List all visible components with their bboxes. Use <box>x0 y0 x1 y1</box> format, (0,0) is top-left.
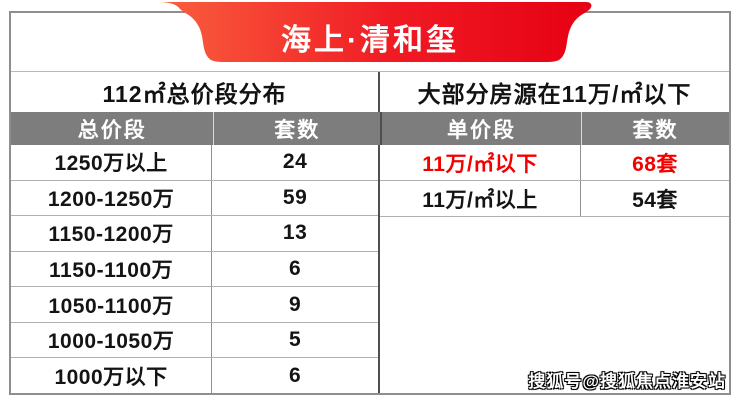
total-price-table: 1250万以上 24 1200-1250万 59 1150-1200万 13 1… <box>11 145 381 394</box>
price-range: 1150-1200万 <box>11 216 213 251</box>
ribbon-banner: 海上·清和玺 <box>0 0 740 66</box>
empty-area: 搜狐号@搜狐焦点淮安站 <box>380 217 729 393</box>
unit-count: 6 <box>288 257 302 281</box>
table-row: 1250万以上 24 <box>11 145 379 181</box>
page-title: 海上·清和玺 <box>281 24 459 57</box>
price-range: 1050-1100万 <box>11 287 213 322</box>
section-title-row: 112㎡总价段分布 大部分房源在11万/㎡以下 <box>11 72 729 112</box>
price-range: 1250万以上 <box>11 145 213 180</box>
table-row: 1000-1050万 5 <box>11 322 379 359</box>
price-range: 1200-1250万 <box>11 180 213 216</box>
price-range: 1000万以下 <box>11 358 213 394</box>
table-row: 1050-1100万 9 <box>11 287 379 323</box>
ribbon-shape <box>156 2 592 62</box>
table-row: 11万/㎡以上 54套 <box>380 181 729 217</box>
left-section-title: 112㎡总价段分布 <box>11 72 381 112</box>
unit-price-range: 11万/㎡以下 <box>380 145 582 180</box>
unit-count: 13 <box>282 221 308 245</box>
price-range: 1000-1050万 <box>11 322 213 358</box>
price-range: 1150-1100万 <box>11 251 213 287</box>
unit-count: 6 <box>288 363 302 387</box>
unit-price-range: 11万/㎡以上 <box>380 181 582 216</box>
unit-count: 24 <box>282 150 308 174</box>
right-section-title: 大部分房源在11万/㎡以下 <box>417 81 692 107</box>
unit-count: 59 <box>282 185 308 209</box>
banner-spacer <box>11 13 729 72</box>
data-area: 1250万以上 24 1200-1250万 59 1150-1200万 13 1… <box>11 145 729 394</box>
unit-count: 54套 <box>632 188 678 212</box>
unit-count: 68套 <box>632 152 678 176</box>
table-row: 1000万以下 6 <box>11 358 378 394</box>
unit-count: 5 <box>288 328 302 352</box>
header-total-price-range: 总价段 <box>77 118 147 142</box>
header-unit-count-left: 套数 <box>213 112 380 145</box>
table-row: 1150-1200万 13 <box>11 216 379 252</box>
table-frame: 112㎡总价段分布 大部分房源在11万/㎡以下 总价段 套数 单价段 套数 12… <box>9 11 731 395</box>
header-unit-count-right: 套数 <box>581 112 729 145</box>
column-header-row: 总价段 套数 单价段 套数 <box>11 112 729 145</box>
table-row: 1200-1250万 59 <box>11 180 379 217</box>
watermark-text: 搜狐号@搜狐焦点淮安站 <box>528 372 726 391</box>
table-row: 1150-1100万 6 <box>11 251 379 288</box>
header-unit-price-range: 单价段 <box>380 112 581 145</box>
unit-price-table: 11万/㎡以下 68套 11万/㎡以上 54套 搜狐号@搜狐焦点淮安站 <box>380 145 729 393</box>
table-row-highlight: 11万/㎡以下 68套 <box>380 145 729 181</box>
unit-count: 9 <box>288 292 302 316</box>
